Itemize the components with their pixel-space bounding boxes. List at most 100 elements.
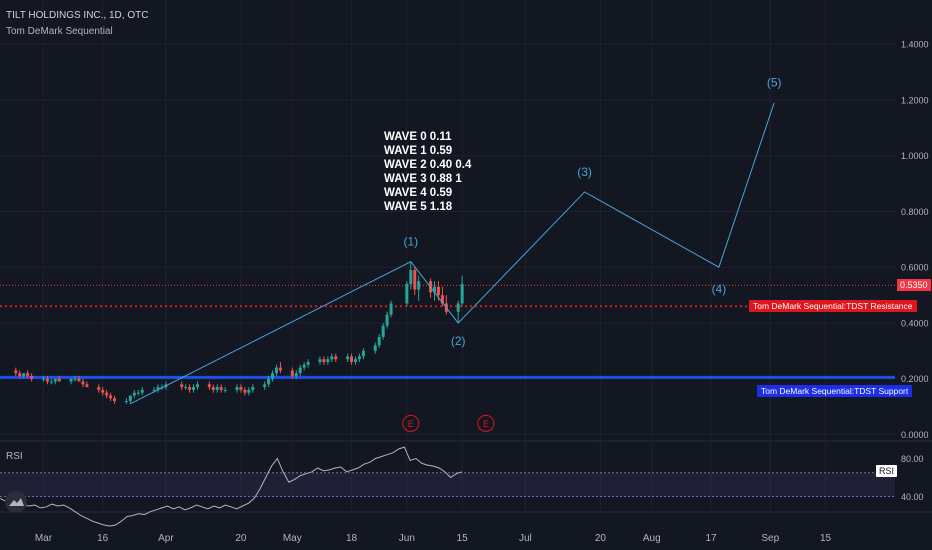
price-axis-label: 1.4000 (901, 40, 929, 50)
candle-body (440, 295, 444, 304)
candle-body (77, 378, 81, 382)
candle-body (101, 389, 105, 393)
candle-body (318, 359, 322, 363)
candle-body (73, 378, 77, 380)
candle-body (109, 395, 113, 399)
candle-body (211, 387, 215, 390)
wave-label: (3) (577, 165, 592, 179)
rsi-band (0, 472, 895, 497)
wave-line: WAVE 3 0.88 1 (384, 173, 462, 185)
wave-label: (5) (767, 76, 782, 90)
candle-body (45, 378, 49, 382)
exhaustion-marker-label: E (408, 419, 414, 429)
time-axis-label: Jun (399, 533, 415, 544)
price-axis-label: 0.4000 (901, 318, 929, 328)
candle-body (334, 356, 338, 360)
indicator-legend[interactable]: Tom DeMark Sequential (6, 26, 113, 37)
time-axis-label: Sep (761, 533, 779, 544)
candle-body (196, 384, 199, 388)
time-axis-label: Mar (35, 533, 53, 544)
rsi-legend[interactable]: RSI (6, 451, 23, 462)
candle-body (26, 373, 30, 376)
candle-body (132, 392, 136, 396)
exhaustion-marker-label: E (483, 419, 489, 429)
price-axis-label: 1.0000 (901, 151, 929, 161)
candle-body (377, 336, 381, 346)
price-axis-label: 0.2000 (901, 374, 929, 384)
candle-body (49, 381, 53, 383)
time-axis-label: Jul (519, 533, 532, 544)
candle-body (278, 367, 282, 371)
candle-body (302, 364, 306, 368)
price-axis-label: 1.2000 (901, 95, 929, 105)
time-axis-label: 17 (705, 533, 717, 544)
candle-body (219, 387, 223, 390)
candle-body (413, 270, 417, 290)
tradingview-logo-icon[interactable] (5, 491, 27, 513)
candle-body (271, 373, 275, 379)
candle-body (57, 378, 61, 382)
candle-body (41, 378, 45, 380)
candle-body (350, 356, 354, 363)
time-axis-label: 20 (595, 533, 607, 544)
candle-body (385, 314, 389, 326)
candle-body (247, 389, 251, 393)
time-axis-label: 20 (235, 533, 247, 544)
rsi-axis-label: 40.00 (901, 492, 924, 502)
logo-mountain-icon (9, 498, 24, 506)
candle-body (81, 381, 85, 385)
wave-label: (2) (451, 334, 466, 348)
candle-body (251, 387, 255, 390)
candle-body (373, 345, 377, 351)
last-price-badge: 0.5350 (897, 279, 931, 291)
tdst-support-tag: Tom DeMark Sequential:TDST Support (757, 385, 913, 397)
candle-body (298, 367, 302, 374)
candle-body (192, 387, 196, 390)
candle-body (417, 281, 421, 290)
candle-body (223, 389, 227, 391)
candle-body (14, 370, 18, 374)
candle-body (235, 387, 239, 390)
candle-body (136, 392, 140, 394)
exhaustion-marker (477, 414, 495, 432)
candle-body (381, 325, 385, 337)
candle-body (322, 359, 326, 363)
candle-body (156, 387, 160, 390)
wave-line: WAVE 0 0.11 (384, 131, 452, 143)
candle-body (405, 283, 409, 304)
candle-body (105, 392, 109, 396)
rsi-line (0, 446, 463, 527)
candle-body (113, 398, 117, 402)
time-axis-label: 15 (820, 533, 832, 544)
candle-body (184, 387, 188, 389)
wave-line: WAVE 5 1.18 (384, 201, 453, 213)
candle-body (306, 362, 310, 365)
candle-body (389, 303, 393, 315)
price-axis-label: 0.0000 (901, 430, 929, 440)
candle-body (267, 378, 271, 385)
candle-body (294, 373, 298, 376)
candle-body (30, 375, 34, 379)
wave-line: WAVE 2 0.40 0.4 (384, 159, 472, 171)
time-axis-label: 18 (346, 533, 358, 544)
time-axis-label: Apr (158, 533, 174, 544)
candle-body (140, 389, 144, 393)
rsi-value-badge: RSI (876, 465, 898, 477)
candle-body (188, 387, 192, 390)
candle-body (128, 395, 132, 402)
candle-body (207, 384, 211, 388)
candle-body (263, 384, 267, 388)
candle-body (361, 350, 365, 357)
candle-body (456, 303, 460, 312)
wave-line: WAVE 1 0.59 (384, 145, 453, 157)
candle-body (346, 356, 350, 360)
price-axis-label: 0.8000 (901, 207, 929, 217)
candle-body (409, 270, 413, 284)
candle-body (330, 356, 334, 360)
wave-annotation-box: WAVE 0 0.11 WAVE 1 0.59 WAVE 2 0.40 0.4 … (384, 130, 471, 214)
candle-body (433, 286, 436, 293)
candle-body (357, 356, 361, 360)
candle-body (152, 389, 156, 391)
time-axis-label: May (283, 533, 302, 544)
